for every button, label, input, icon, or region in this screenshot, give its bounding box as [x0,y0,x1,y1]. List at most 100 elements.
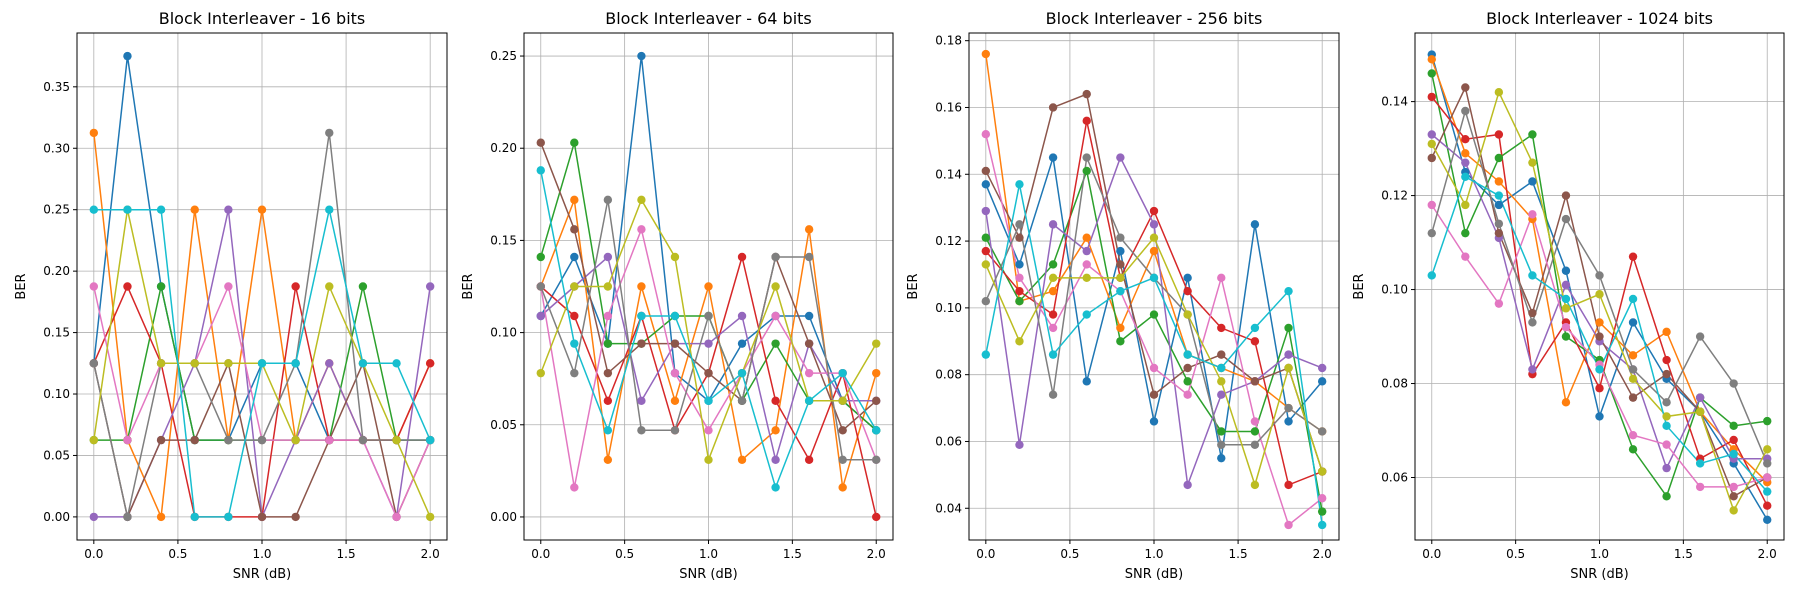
data-point [1183,377,1192,386]
series-group [536,51,881,522]
data-point [123,435,132,445]
data-point [1317,467,1327,476]
data-point [1729,379,1738,388]
data-point [1729,435,1738,445]
data-point [603,195,613,205]
data-point [704,455,713,465]
data-point [872,455,881,465]
data-point [392,359,401,368]
data-point [291,512,300,522]
data-point [804,396,814,406]
data-point [1048,323,1058,333]
data-point [872,339,881,348]
data-point [425,512,435,522]
x-axis-label: SNR (dB) [1125,567,1183,582]
data-point [1183,480,1192,490]
data-point [536,311,545,321]
data-point [1528,365,1537,374]
data-point [704,311,713,321]
y-tick-label: 0.04 [935,501,962,515]
data-point [1628,294,1638,304]
x-tick-label: 1.0 [1590,547,1609,561]
data-point [1595,271,1604,280]
data-point [771,455,780,465]
y-axis-label: BER [906,273,921,299]
data-point [1662,440,1671,449]
data-point [1461,172,1470,181]
data-point [1561,332,1571,341]
data-point [224,282,233,291]
y-tick-label: 0.05 [43,448,70,462]
data-point [536,368,545,378]
data-point [704,396,713,406]
data-point [1427,153,1436,163]
y-tick-label: 0.10 [490,326,517,340]
data-point [190,205,199,214]
x-tick-label: 1.5 [1229,547,1248,561]
data-point [1662,398,1671,407]
data-point [1149,273,1159,283]
data-point [804,455,814,465]
data-point [1082,246,1091,256]
data-point [89,128,99,138]
data-point [1116,153,1125,162]
x-axis-label: SNR (dB) [233,567,291,582]
data-point [1048,260,1058,269]
data-point [737,311,747,321]
data-point [425,359,435,368]
data-point [1561,280,1571,290]
chart-panel-1: 0.0 0.5 1.0 1.5 2.0 0.00 0.05 0.10 0.15 0.20 0.25 0… [14,9,448,582]
data-point [1317,363,1327,373]
data-point [1082,273,1091,283]
data-point [1116,323,1125,333]
data-point [1217,427,1226,436]
data-point [1528,271,1537,280]
data-point [670,311,680,321]
data-point [1284,480,1293,490]
data-point [1082,377,1091,386]
data-point [981,206,991,216]
x-tick-label: 1.0 [1144,547,1163,561]
data-point [89,435,99,445]
data-point [1082,116,1091,126]
data-point [1116,337,1125,346]
data-point [89,512,99,522]
data-point [570,368,579,378]
data-point [981,260,991,269]
data-point [771,426,780,435]
data-point [1149,363,1159,373]
data-point [1461,149,1470,158]
data-point [536,138,545,147]
data-point [1427,271,1436,280]
data-point [670,252,680,262]
data-point [570,339,579,348]
data-point [1461,200,1470,210]
data-point [981,246,991,256]
data-point [1427,130,1436,139]
data-point [771,339,780,348]
data-point [1183,350,1192,359]
data-point [257,435,267,445]
x-tick-label: 1.5 [783,547,802,561]
data-point [1528,177,1537,186]
data-point [1561,398,1571,407]
data-point [425,282,435,291]
data-point [1427,92,1436,102]
data-point [1628,351,1638,360]
data-point [1048,273,1058,283]
data-point [1662,492,1671,501]
data-point [1250,337,1260,346]
data-point [392,435,401,445]
data-point [1250,427,1260,436]
data-point [1048,103,1058,112]
x-tick-label: 1.5 [337,547,356,561]
data-point [358,435,368,445]
data-point [1217,323,1226,333]
data-point [224,512,233,522]
data-point [637,426,646,435]
data-point [1461,134,1470,144]
data-point [1284,520,1293,530]
y-tick-label: 0.30 [43,141,70,155]
x-tick-label: 0.0 [976,547,995,561]
